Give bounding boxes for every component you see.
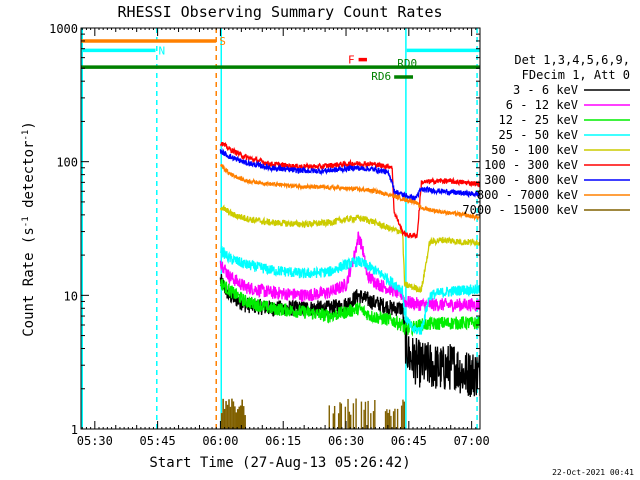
legend-label: 50 - 100 keV [491, 143, 578, 157]
legend-header-1: Det 1,3,4,5,6,9, [514, 53, 630, 67]
y-axis-label-part: ) [21, 121, 37, 129]
x-axis-label: Start Time (27-Aug-13 05:26:42) [149, 455, 410, 471]
legend-label: 12 - 25 keV [499, 113, 578, 127]
y-tick-label: 10 [64, 289, 78, 303]
flag-label: S [219, 35, 226, 48]
legend-label: 100 - 300 keV [484, 158, 578, 172]
legend-label: 800 - 7000 keV [477, 188, 578, 202]
series-line [219, 231, 480, 313]
y-tick-label: 1 [71, 423, 78, 437]
y-tick-label: 1000 [49, 22, 78, 36]
x-tick-label: 06:15 [265, 434, 301, 448]
x-tick-label: 05:45 [140, 434, 176, 448]
series-line [219, 141, 480, 239]
y-axis-label-sup: -1 [21, 130, 31, 141]
y-tick-label: 100 [56, 156, 78, 170]
flag-label: N [159, 44, 166, 57]
timestamp-footer: 22-Oct-2021 00:41 [552, 468, 634, 477]
axis-ticks-layer: 1 10 100 1000 05:30 05:45 06:00 06:15 06:30 06:45… [49, 22, 490, 448]
x-tick-label: 06:30 [328, 434, 364, 448]
x-tick-label: 05:30 [77, 434, 113, 448]
y-axis-label: Count Rate (s-1 detector-1) [21, 121, 37, 337]
plot-area: S N F RD0 RD6 1 10 100 1000 05:30 05:45 06:00 06:15… [49, 22, 490, 448]
legend-label: 7000 - 15000 keV [462, 203, 578, 217]
series-line [219, 204, 480, 293]
series-line [219, 147, 480, 203]
y-axis-label-sup: -1 [21, 216, 31, 227]
series-layer [219, 141, 480, 429]
legend-label: 6 - 12 keV [506, 98, 578, 112]
y-axis-label-part: detector [21, 141, 37, 217]
flag-label: RD6 [371, 70, 391, 83]
legend-header-2: FDecim 1, Att 0 [522, 68, 630, 82]
x-tick-label: 06:45 [391, 434, 427, 448]
series-line [220, 163, 480, 222]
series-line [219, 245, 480, 335]
marker-lines-layer [81, 28, 478, 429]
chart-title: RHESSI Observing Summary Count Rates [117, 3, 442, 21]
flag-bars-layer: S N F RD0 RD6 [81, 35, 480, 83]
legend: Det 1,3,4,5,6,9, FDecim 1, Att 0 3 - 6 k… [462, 53, 630, 217]
y-axis-label-part: Count Rate (s [21, 227, 37, 337]
legend-label: 300 - 800 keV [484, 173, 578, 187]
series-line [219, 278, 480, 337]
flag-label: F [348, 54, 355, 67]
x-tick-label: 07:00 [454, 434, 490, 448]
flag-label: RD0 [397, 57, 417, 70]
plot-frame [80, 27, 481, 430]
legend-label: 3 - 6 keV [513, 83, 578, 97]
legend-label: 25 - 50 keV [499, 128, 578, 142]
x-tick-label: 06:00 [202, 434, 238, 448]
